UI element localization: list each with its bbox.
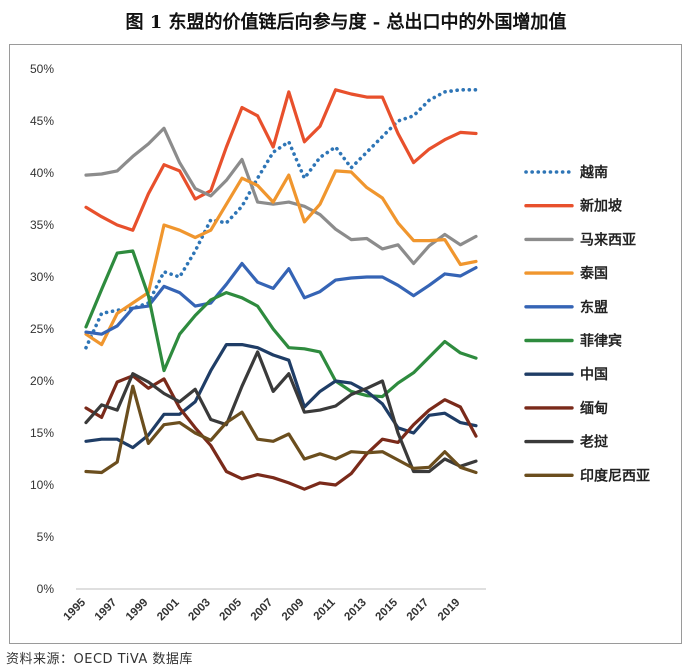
series-line-马来西亚 bbox=[84, 126, 478, 266]
y-tick-label: 5% bbox=[37, 530, 55, 544]
y-tick-label: 50% bbox=[30, 62, 54, 76]
x-tick-label: 2009 bbox=[280, 597, 307, 624]
x-tick-label: 1997 bbox=[93, 597, 120, 624]
x-tick-label: 2019 bbox=[436, 597, 463, 624]
x-tick-label: 1999 bbox=[124, 597, 151, 624]
x-tick-label: 2015 bbox=[374, 596, 401, 623]
series-line-泰国 bbox=[84, 169, 478, 347]
series-line-菲律宾 bbox=[84, 249, 478, 399]
y-tick-label: 15% bbox=[30, 426, 54, 440]
y-tick-label: 10% bbox=[30, 478, 54, 492]
series-line-老挝 bbox=[84, 350, 478, 474]
y-tick-label: 25% bbox=[30, 322, 54, 336]
series-line-东盟 bbox=[84, 261, 478, 336]
figure-title: 图 1 东盟的价值链后向参与度 - 总出口中的外国增加值 bbox=[125, 12, 567, 33]
legend-label: 越南 bbox=[579, 164, 608, 181]
legend-label: 新加坡 bbox=[580, 198, 623, 215]
y-tick-label: 30% bbox=[30, 270, 54, 284]
legend-label: 中国 bbox=[580, 366, 608, 383]
legend-label: 泰国 bbox=[579, 265, 608, 282]
series-line-新加坡 bbox=[84, 88, 478, 232]
y-tick-label: 45% bbox=[30, 114, 54, 128]
series-line-越南 bbox=[84, 88, 478, 350]
series-line-缅甸 bbox=[84, 374, 478, 491]
legend-label: 菲律宾 bbox=[580, 333, 622, 350]
x-tick-label: 2017 bbox=[405, 597, 432, 624]
series-line-中国 bbox=[84, 343, 478, 450]
legend-label: 印度尼西亚 bbox=[580, 467, 650, 484]
source-note: 资料来源：OECD TiVA 数据库 bbox=[6, 652, 193, 667]
y-tick-label: 40% bbox=[30, 166, 54, 180]
legend-label: 缅甸 bbox=[580, 400, 608, 417]
y-tick-label: 0% bbox=[37, 582, 55, 596]
x-tick-label: 2011 bbox=[312, 596, 339, 623]
legend-label: 东盟 bbox=[580, 299, 608, 316]
chart-frame bbox=[9, 44, 682, 644]
y-tick-label: 20% bbox=[30, 374, 54, 388]
legend-label: 马来西亚 bbox=[580, 232, 636, 248]
x-tick-label: 2007 bbox=[249, 597, 276, 624]
x-tick-label: 2013 bbox=[342, 597, 369, 624]
x-tick-label: 2003 bbox=[186, 597, 213, 624]
y-tick-label: 35% bbox=[30, 218, 54, 232]
x-tick-label: 2005 bbox=[218, 596, 245, 623]
x-tick-label: 2001 bbox=[155, 596, 182, 623]
legend-label: 老挝 bbox=[580, 434, 609, 451]
x-tick-label: 1995 bbox=[62, 596, 89, 623]
chart-series-lines bbox=[84, 88, 478, 491]
series-line-印度尼西亚 bbox=[84, 384, 478, 475]
